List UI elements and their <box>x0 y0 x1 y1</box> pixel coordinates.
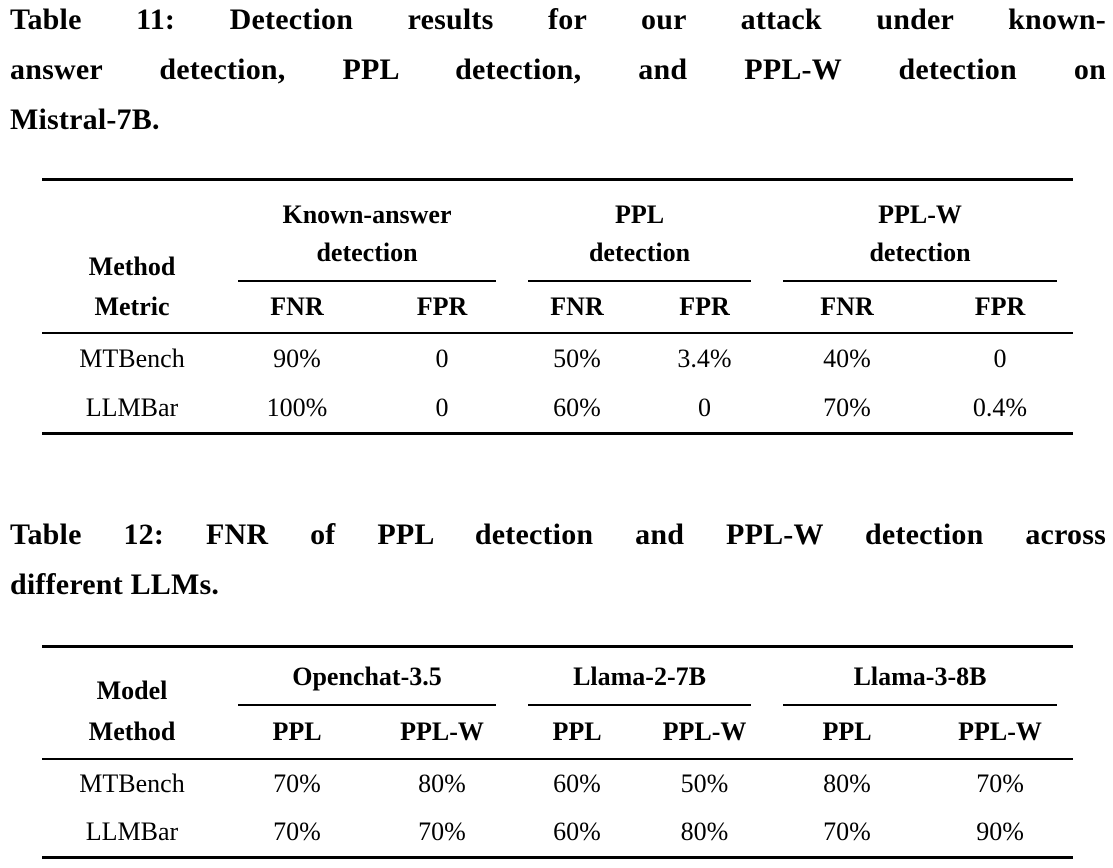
table-cell: 70% <box>823 817 871 846</box>
table-row: Metric FNR FPR FNR FPR FNR FPR <box>42 282 1074 333</box>
column-header-fnr: FNR <box>550 292 604 321</box>
table-cell: 50% <box>553 343 601 373</box>
table-cell: 90% <box>976 817 1024 846</box>
table-row-llmbar: LLMBar 100% 0 60% 0 70% 0.4% <box>42 383 1073 434</box>
table-cell: 70% <box>418 817 466 846</box>
column-header-ppl-w: PPL-W <box>400 717 484 746</box>
group-header-line: Llama-2-7B <box>573 662 706 691</box>
column-header-fnr: FNR <box>270 292 324 321</box>
column-header-fpr: FPR <box>416 292 468 321</box>
table-cell: 0.4% <box>972 392 1028 422</box>
column-header-fpr: FPR <box>679 292 730 321</box>
column-header-ppl: PPL <box>272 717 322 746</box>
table-row: Method PPL PPL-W PPL PPL-W PPL PPL-W <box>42 706 1074 759</box>
group-header-openchat: Openchat-3.5 <box>222 647 512 706</box>
table-cell: 60% <box>553 769 601 798</box>
row-label: LLMBar <box>85 392 179 422</box>
caption-line: Table 12: FNR of PPL detection and PPL-W… <box>10 518 1106 551</box>
table-cell: 50% <box>680 769 729 798</box>
group-header-line: PPL-W <box>878 200 962 229</box>
column-header-ppl-w: PPL-W <box>958 717 1042 746</box>
table-cell: 70% <box>273 817 321 846</box>
column-header-ppl: PPL <box>552 717 602 746</box>
group-header-known-answer-detection: Known-answer detection <box>222 180 512 282</box>
column-header-fpr: FPR <box>974 292 1026 321</box>
table-cell: 90% <box>273 343 321 373</box>
row-label: MTBench <box>79 769 185 798</box>
table-11: Method Known-answer detection PPL detect… <box>42 178 1074 435</box>
group-header-ppl-w-detection: PPL-W detection <box>767 180 1073 282</box>
table-cell: 70% <box>823 392 871 422</box>
group-header-line: Openchat-3.5 <box>292 662 442 691</box>
table-cell: 80% <box>680 817 729 846</box>
caption-line: Table 11: Detection results for our atta… <box>10 3 1106 36</box>
method-column-header: Method <box>88 717 176 746</box>
table-cell: 70% <box>273 769 321 798</box>
table-cell: 80% <box>418 769 466 798</box>
table-cell: 40% <box>823 343 871 373</box>
table-row-llmbar: LLMBar 70% 70% 60% 80% 70% 90% <box>42 808 1073 858</box>
table-cell: 3.4% <box>677 343 732 373</box>
group-header-ppl-detection: PPL detection <box>512 180 767 282</box>
group-header-line: Known-answer <box>282 200 452 229</box>
group-header-line: PPL <box>614 200 665 229</box>
table-row: Method Known-answer detection PPL detect… <box>42 180 1073 282</box>
metric-column-header: Metric <box>94 292 170 321</box>
table-cell: 0 <box>435 343 449 373</box>
table-11-caption: Table 11: Detection results for our atta… <box>10 0 1106 145</box>
table-cell: 80% <box>823 769 871 798</box>
table-cell: 60% <box>553 817 601 846</box>
table-cell: 0 <box>435 392 449 422</box>
group-header-llama-2-7b: Llama-2-7B <box>512 647 767 706</box>
table-cell: 60% <box>553 392 601 422</box>
table-row: Model Openchat-3.5 Llama-2-7B Llama-3-8B <box>42 647 1073 706</box>
table-row-mtbench: MTBench 70% 80% 60% 50% 80% 70% <box>42 759 1073 808</box>
column-header-ppl: PPL <box>822 717 872 746</box>
group-header-llama-3-8b: Llama-3-8B <box>767 647 1073 706</box>
column-header-fnr: FNR <box>820 292 874 321</box>
caption-line: Mistral-7B. <box>10 103 160 136</box>
model-column-header: Model <box>96 676 168 705</box>
column-header-ppl-w: PPL-W <box>662 717 747 746</box>
table-12: Model Openchat-3.5 Llama-2-7B Llama-3-8B… <box>42 645 1074 859</box>
group-header-line: detection <box>588 238 691 267</box>
caption-line: different LLMs. <box>10 568 220 601</box>
table-cell: 0 <box>698 392 712 422</box>
group-header-line: Llama-3-8B <box>853 662 987 691</box>
table-row-mtbench: MTBench 90% 0 50% 3.4% 40% 0 <box>42 333 1073 383</box>
table-cell: 100% <box>266 392 328 422</box>
caption-line: answer detection, PPL detection, and PPL… <box>10 53 1106 86</box>
row-label: LLMBar <box>85 817 179 846</box>
table-cell: 70% <box>976 769 1024 798</box>
method-column-header: Method <box>88 252 176 281</box>
group-header-line: detection <box>869 238 971 267</box>
group-header-line: detection <box>316 238 418 267</box>
row-label: MTBench <box>79 343 185 373</box>
table-12-caption: Table 12: FNR of PPL detection and PPL-W… <box>10 510 1106 610</box>
table-cell: 0 <box>993 343 1007 373</box>
